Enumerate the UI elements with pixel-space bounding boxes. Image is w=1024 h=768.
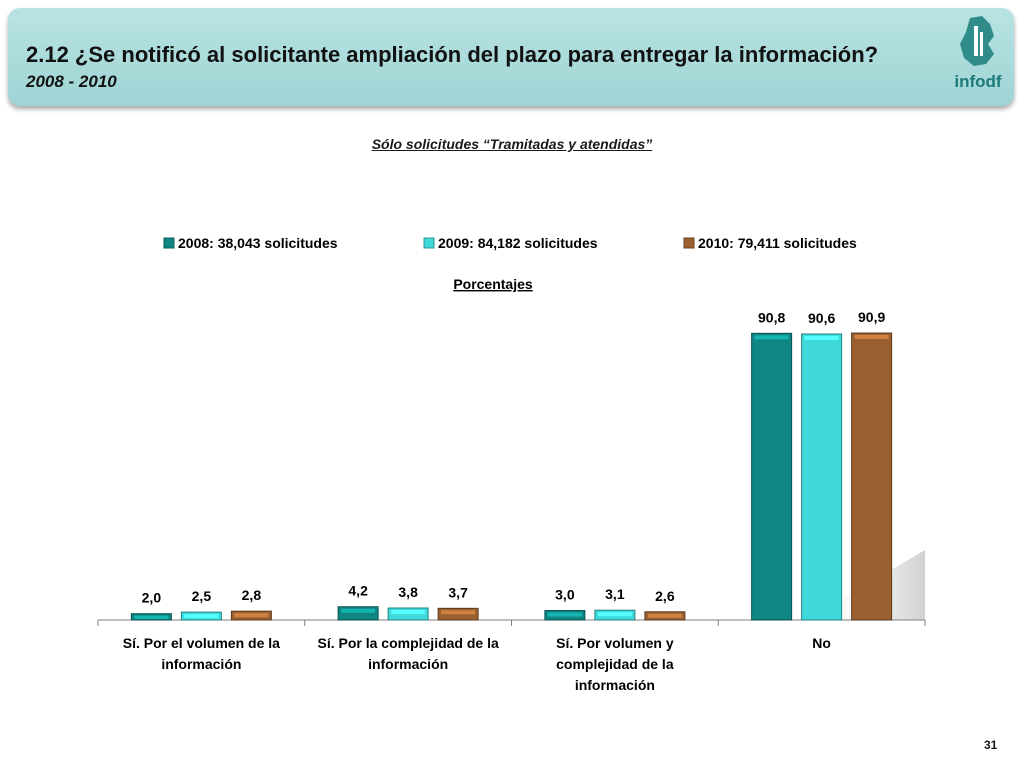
- y-axis-label: Porcentajes: [453, 276, 533, 292]
- bar-body: [801, 333, 843, 621]
- data-label: 3,8: [398, 584, 418, 600]
- data-label: 90,9: [858, 309, 885, 325]
- bar: [751, 332, 793, 621]
- bar-highlight: [754, 335, 789, 340]
- data-label: 4,2: [348, 583, 368, 599]
- legend-swatch: [163, 237, 175, 249]
- legend-label: 2009: 84,182 solicitudes: [438, 235, 598, 251]
- bar-highlight: [234, 613, 269, 618]
- bar-highlight: [391, 610, 426, 615]
- x-tick-label: Sí. Por la complejidad de la información: [317, 635, 498, 672]
- bar-highlight: [134, 615, 169, 619]
- bar-highlight: [804, 335, 839, 340]
- data-label: 2,6: [655, 588, 675, 604]
- data-label: 90,8: [758, 309, 785, 325]
- bar: [180, 611, 222, 621]
- bar-highlight: [854, 335, 889, 339]
- legend-label: 2010: 79,411 solicitudes: [698, 235, 857, 251]
- bar-body: [851, 332, 893, 621]
- x-tick-label: Sí. Por el volumen de la información: [123, 635, 280, 672]
- legend-swatch: [423, 237, 435, 249]
- map-icon: [960, 16, 994, 66]
- bar: [230, 610, 272, 621]
- bar: [437, 607, 479, 621]
- bar-highlight: [441, 610, 476, 615]
- bar: [337, 606, 379, 621]
- bar: [644, 611, 686, 621]
- infodf-logo: infodf: [948, 14, 1010, 100]
- legend-item: 2008: 38,043 solicitudes: [163, 235, 338, 251]
- x-tick-label: Sí. Por volumen y complejidad de la inform…: [556, 635, 674, 693]
- x-tick-label: No: [812, 635, 831, 651]
- legend-label: 2008: 38,043 solicitudes: [178, 235, 338, 251]
- bar-highlight: [184, 614, 219, 619]
- page-number: 31: [984, 738, 998, 752]
- bar-highlight: [597, 612, 632, 617]
- bar-body: [751, 332, 793, 621]
- slide-title: 2.12 ¿Se notificó al solicitante ampliac…: [26, 42, 879, 67]
- data-label: 3,0: [555, 587, 575, 603]
- bar: [130, 613, 172, 621]
- bar-highlight: [547, 612, 582, 617]
- data-label: 90,6: [808, 310, 835, 326]
- data-label: 2,8: [242, 587, 262, 603]
- header-banner: 2.12 ¿Se notificó al solicitante ampliac…: [8, 8, 1014, 106]
- slide-subtitle: 2008 - 2010: [26, 72, 117, 91]
- data-label: 3,1: [605, 586, 625, 602]
- bar: [851, 332, 893, 621]
- bar-highlight: [647, 613, 682, 618]
- chart-subtitle: Sólo solicitudes “Tramitadas y atendidas…: [371, 136, 653, 152]
- legend-item: 2009: 84,182 solicitudes: [423, 235, 598, 251]
- data-label: 2,0: [142, 590, 162, 606]
- data-label: 2,5: [192, 588, 212, 604]
- legend-item: 2010: 79,411 solicitudes: [683, 235, 857, 251]
- bar-highlight: [341, 608, 376, 613]
- bar: [387, 607, 429, 621]
- bar-body: [337, 606, 379, 621]
- logo-text: infodf: [954, 72, 1002, 91]
- bar: [544, 610, 586, 621]
- bar: [801, 333, 843, 621]
- bar: [594, 609, 636, 621]
- data-label: 3,7: [448, 584, 468, 600]
- legend-swatch: [683, 237, 695, 249]
